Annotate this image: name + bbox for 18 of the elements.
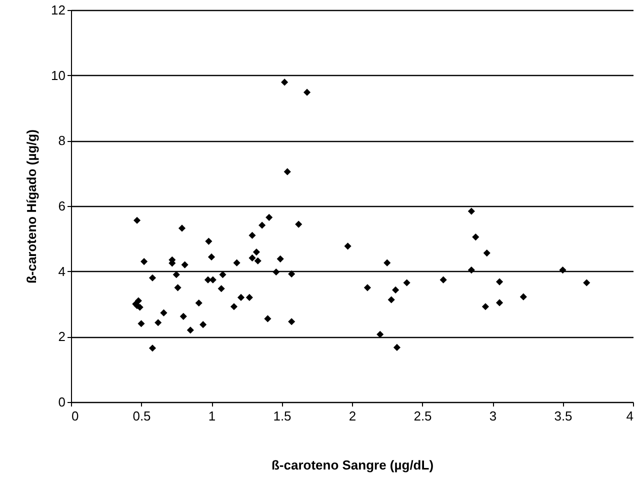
x-tick-label: 3.5 [554, 408, 572, 424]
x-tick-label: 4 [626, 408, 634, 424]
y-tick-label: 6 [58, 198, 66, 214]
x-tick-label: 2 [348, 408, 356, 424]
x-tick-label: 2.5 [414, 408, 432, 424]
x-tick-label: 3 [489, 408, 497, 424]
x-tick-label: 0 [72, 408, 79, 424]
y-tick-label: 12 [51, 2, 66, 18]
y-tick-label: 8 [58, 133, 66, 148]
y-tick-label: 2 [58, 329, 66, 344]
x-tick-label: 1.5 [273, 408, 292, 424]
x-axis-title: ß-caroteno Sangre (µg/dL) [271, 458, 434, 472]
y-axis-title: ß-caroteno Hígado (µg/g) [24, 129, 40, 284]
x-tick-label: 1 [208, 408, 216, 424]
y-tick-label: 10 [51, 68, 66, 83]
x-tick-label: 0.5 [132, 408, 151, 424]
y-tick-label: 4 [58, 264, 66, 279]
y-tick-label: 0 [58, 394, 66, 410]
